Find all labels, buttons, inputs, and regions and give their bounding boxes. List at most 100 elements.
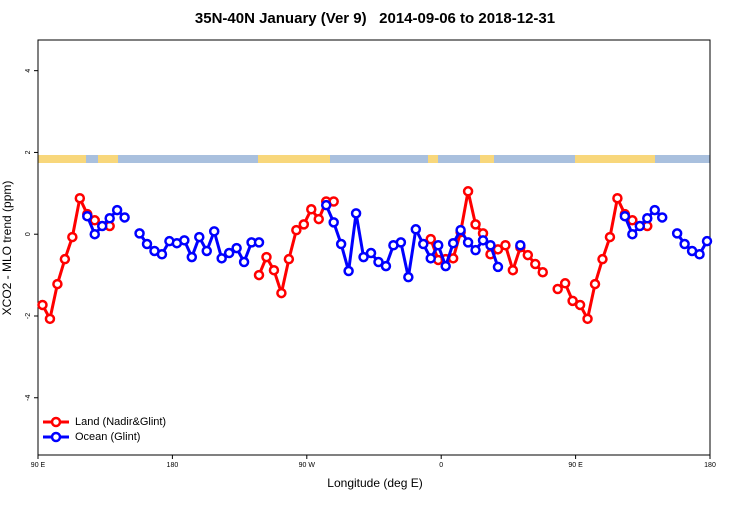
- data-point: [492, 261, 504, 273]
- data-point: [96, 220, 108, 232]
- data-point: [67, 231, 78, 243]
- data-point: [574, 299, 586, 311]
- data-point: [589, 278, 601, 290]
- data-point: [485, 240, 496, 251]
- data-point: [335, 238, 347, 250]
- data-point: [410, 224, 422, 235]
- data-point: [74, 192, 86, 204]
- y-tick-label: -4: [25, 395, 32, 401]
- data-point: [238, 256, 250, 268]
- data-point: [492, 244, 504, 255]
- data-point: [59, 253, 71, 265]
- data-point: [89, 215, 100, 226]
- data-point: [447, 237, 459, 249]
- data-point: [530, 258, 541, 270]
- legend-label: Ocean (Glint): [75, 431, 140, 443]
- data-point: [358, 251, 369, 263]
- data-point: [455, 224, 466, 236]
- data-point: [104, 213, 115, 224]
- data-point: [418, 238, 429, 250]
- data-point: [522, 249, 534, 261]
- legend-marker: [50, 431, 62, 443]
- data-point: [559, 278, 571, 289]
- data-point: [343, 265, 354, 277]
- data-point: [627, 228, 638, 240]
- data-point: [515, 240, 526, 251]
- data-point: [141, 238, 153, 250]
- data-point: [216, 253, 227, 264]
- data-point: [253, 269, 265, 281]
- data-point: [500, 240, 511, 251]
- data-point: [194, 231, 205, 243]
- data-point: [403, 271, 414, 283]
- x-tick-label: 90 E: [31, 462, 46, 469]
- data-point: [320, 199, 332, 211]
- data-point: [111, 204, 123, 216]
- chart-title: 35N-40N January (Ver 9) 2014-09-06 to 20…: [195, 10, 555, 27]
- data-point: [306, 204, 317, 215]
- data-point: [119, 212, 130, 223]
- data-point: [582, 313, 593, 325]
- data-point: [507, 264, 519, 276]
- data-point: [82, 210, 93, 222]
- x-tick-label: 90 W: [299, 462, 316, 469]
- data-point: [268, 264, 280, 276]
- data-point: [89, 228, 100, 240]
- data-point: [231, 242, 242, 254]
- data-point: [470, 219, 481, 230]
- plot-frame: [37, 39, 711, 456]
- data-point: [179, 235, 190, 246]
- data-point: [313, 213, 324, 225]
- data-point: [298, 219, 310, 230]
- data-point: [291, 224, 302, 236]
- data-point: [350, 208, 362, 219]
- data-point: [462, 186, 474, 197]
- data-point: [425, 253, 436, 264]
- y-tick-label: 0: [25, 232, 32, 236]
- data-point: [365, 247, 377, 259]
- data-point: [373, 256, 384, 268]
- data-point: [186, 251, 198, 263]
- x-tick-label: 0: [439, 462, 443, 469]
- data-point: [649, 204, 660, 216]
- data-point: [619, 210, 631, 222]
- data-point: [223, 247, 235, 259]
- data-point: [261, 251, 272, 263]
- data-point: [253, 237, 265, 248]
- data-point: [597, 253, 608, 265]
- data-point: [537, 266, 548, 278]
- land-ocean-strip: [38, 155, 710, 163]
- data-point: [440, 260, 451, 272]
- data-point: [425, 233, 436, 245]
- data-point: [477, 235, 489, 246]
- data-point: [567, 295, 578, 307]
- y-tick-label: 4: [25, 69, 32, 73]
- data-point: [52, 278, 63, 290]
- data-point: [380, 260, 392, 272]
- data-point: [156, 248, 168, 260]
- data-point: [201, 245, 212, 257]
- data-point: [208, 226, 220, 237]
- data-point: [679, 238, 690, 250]
- legend-marker: [50, 416, 62, 428]
- data-point: [656, 212, 668, 223]
- x-tick-label: 180: [167, 462, 179, 469]
- y-tick-label: -2: [25, 313, 32, 319]
- data-point: [328, 217, 339, 228]
- x-tick-label: 180: [704, 462, 716, 469]
- data-point: [612, 192, 623, 204]
- data-point: [627, 215, 638, 226]
- data-point: [37, 299, 48, 311]
- data-point: [694, 248, 705, 260]
- data-point: [276, 287, 287, 299]
- data-point: [642, 213, 653, 224]
- data-point: [432, 240, 444, 251]
- y-axis-label: XCO2 - MLO trend (ppm): [0, 181, 14, 316]
- data-point: [671, 228, 683, 239]
- data-point: [44, 313, 56, 325]
- data-point: [134, 228, 145, 239]
- x-axis-label: Longitude (deg E): [327, 476, 422, 490]
- data-point: [395, 237, 407, 248]
- data-point: [462, 237, 474, 248]
